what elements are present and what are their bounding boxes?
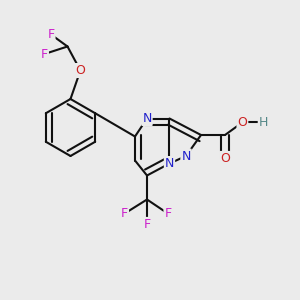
Text: F: F bbox=[41, 47, 48, 61]
Text: O: O bbox=[238, 116, 247, 129]
Text: H: H bbox=[259, 116, 268, 129]
Text: F: F bbox=[143, 218, 151, 231]
Text: O: O bbox=[220, 152, 230, 165]
Text: O: O bbox=[76, 64, 85, 77]
Text: N: N bbox=[165, 157, 174, 170]
Text: F: F bbox=[47, 28, 55, 41]
Text: F: F bbox=[164, 207, 172, 220]
Text: F: F bbox=[121, 207, 128, 220]
Text: N: N bbox=[181, 149, 191, 163]
Text: N: N bbox=[142, 112, 152, 125]
